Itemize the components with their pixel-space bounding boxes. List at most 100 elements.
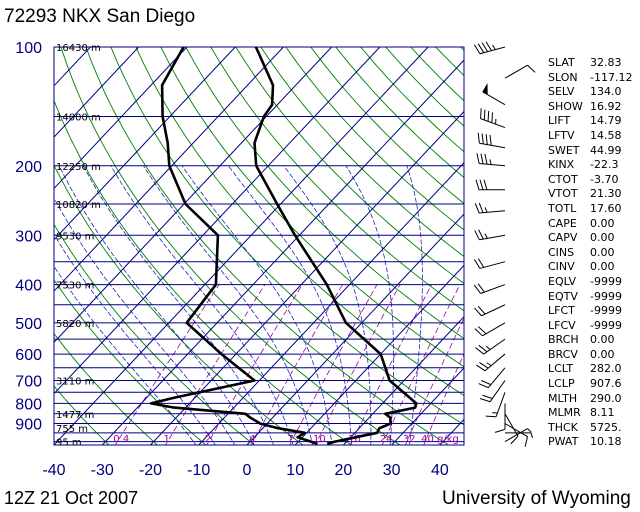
isobars [54, 47, 464, 443]
wind-barb [477, 132, 506, 149]
index-row: VTOT 21.30 [548, 187, 640, 202]
index-name: EQTV [548, 289, 578, 303]
moist-adiabat-line [82, 165, 275, 445]
dry-adiabat-line [85, 47, 450, 445]
index-value: 907.6 [590, 377, 622, 391]
pressure-tick-label: 200 [15, 159, 42, 176]
index-row: EQTV -9999 [548, 290, 640, 305]
index-row: LCLT 282.0 [548, 362, 640, 377]
mixing-ratio-label: 2 [205, 434, 211, 445]
height-label: 3110 m [56, 377, 94, 388]
index-name: LFTV [548, 128, 575, 142]
index-row: CINS 0.00 [548, 246, 640, 261]
index-value: 0.00 [590, 245, 615, 259]
dry-adiabat-line [54, 164, 304, 445]
index-name: LFCT [548, 304, 575, 318]
index-name: LIFT [548, 114, 571, 128]
index-name: PWAT [548, 435, 579, 449]
mixing-ratio-label: 0.4 [113, 434, 129, 445]
temperature-tick-label: -20 [139, 462, 162, 479]
height-label: 5820 m [56, 319, 94, 330]
index-row: LFTV 14.58 [548, 129, 640, 144]
height-labels: 16430 m 14000 m 12250 m 10820 m 9530 m 7530 m… [56, 43, 101, 449]
observation-time: 12Z 21 Oct 2007 [4, 488, 139, 508]
index-value: -9999 [590, 289, 622, 303]
data-source: University of Wyoming [442, 488, 631, 509]
dry-adiabat-line [60, 47, 401, 445]
wind-barb [476, 153, 506, 167]
pressure-tick-label: 400 [15, 278, 42, 295]
height-label: 7530 m [56, 281, 94, 292]
index-value: 32.83 [590, 56, 622, 69]
index-name: SHOW [548, 99, 583, 113]
index-name: THCK [548, 420, 578, 434]
isotherm-line [54, 47, 236, 241]
wind-barb [504, 413, 519, 445]
isotherm-line [54, 47, 188, 190]
wind-barb [504, 423, 529, 447]
index-value: -9999 [590, 318, 622, 332]
index-value: 16.92 [590, 99, 622, 113]
index-name: MLMR [548, 406, 581, 420]
index-name: BRCV [548, 347, 578, 361]
index-name: CAPV [548, 231, 578, 245]
index-name: VTOT [548, 187, 578, 201]
isotherm-line [54, 47, 429, 445]
index-row: LFCV -9999 [548, 319, 640, 334]
index-row: CTOT -3.70 [548, 173, 640, 188]
index-name: CTOT [548, 172, 578, 186]
index-row: SLAT 32.83 [548, 56, 640, 71]
sounding-profiles [149, 47, 418, 445]
index-value: 5725. [590, 420, 622, 434]
height-label: 1477 m [56, 410, 94, 421]
dry-adiabat-line [185, 47, 464, 340]
plot-frame [53, 46, 465, 446]
mixing-ratio-line [165, 284, 266, 445]
index-value: 290.0 [590, 391, 622, 405]
dry-adiabat-line [54, 332, 159, 445]
index-name: LCLP [548, 377, 575, 391]
mixing-ratio-line [114, 284, 220, 445]
mixing-ratio-line [404, 317, 464, 445]
index-value: 0.00 [590, 347, 615, 361]
height-label: 16430 m [56, 43, 101, 54]
index-name: KINX [548, 158, 575, 172]
index-name: BRCH [548, 333, 579, 347]
mixing-ratio-line [314, 284, 401, 445]
pressure-tick-labels: 100 200 300 400 500 600 700 800 900 [15, 40, 42, 434]
isotherm-line [54, 47, 284, 292]
index-row: BRCV 0.00 [548, 348, 640, 363]
pressure-tick-label: 700 [15, 374, 42, 391]
pressure-tick-label: 800 [15, 396, 42, 413]
index-value: 0.00 [590, 216, 615, 230]
index-value: 282.0 [590, 362, 622, 376]
temperature-tick-label: 20 [335, 462, 353, 479]
moist-adiabat-line [143, 165, 313, 445]
index-row: TOTL 17.60 [548, 202, 640, 217]
pressure-tick-label: 100 [15, 40, 42, 57]
index-name: MLTH [548, 391, 578, 405]
isotherm-line [54, 47, 333, 344]
index-value: 134.0 [590, 85, 622, 99]
stability-indices-table: SLAT 32.83 SLON -117.12 SELV 134.0 SHOW 16.92 LI… [548, 56, 640, 450]
temperature-tick-label: -10 [187, 462, 210, 479]
index-value: -9999 [590, 304, 622, 318]
dry-adiabat-line [210, 47, 464, 312]
index-row: CAPV 0.00 [548, 231, 640, 246]
index-value: -117.12 [590, 70, 633, 84]
mixing-ratio-labels: 0.4 1 2 4 7 10 16 24 32 40 g/kg [113, 434, 459, 445]
dry-adiabat-line [54, 99, 353, 445]
pressure-tick-label: 500 [15, 316, 42, 333]
wind-barbs [473, 41, 536, 447]
index-row: PWAT 10.18 [548, 435, 640, 450]
isotherm-line [101, 59, 464, 445]
wind-barb [475, 179, 505, 191]
mixing-ratio-line [250, 284, 343, 445]
index-row: SHOW 16.92 [548, 100, 640, 115]
wind-barb [475, 338, 506, 355]
index-value: 17.60 [590, 201, 622, 215]
index-value: 44.99 [590, 143, 622, 157]
dry-adiabat-line [135, 47, 464, 397]
index-row: SLON -117.12 [548, 71, 640, 86]
index-value: 8.11 [590, 406, 615, 420]
